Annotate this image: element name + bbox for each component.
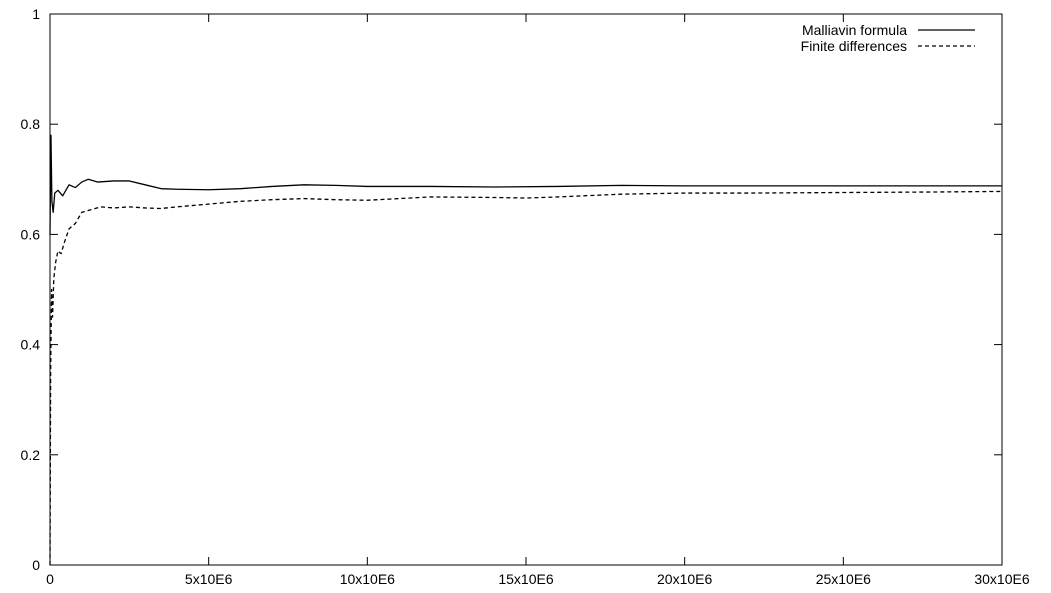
y-tick-label: 1 (32, 6, 40, 22)
series-layer (49, 134, 1003, 566)
plot-frame (49, 13, 1003, 566)
y-tick-label: 0.4 (21, 337, 41, 353)
x-tick-label: 10x10E6 (340, 571, 395, 587)
y-tick-label: 0 (32, 557, 40, 573)
x-axis-ticks: 0 5x10E6 10x10E6 15x10E6 20x10E6 25x10E6 30x10… (46, 14, 1030, 587)
x-tick-label: 15x10E6 (498, 571, 553, 587)
x-tick-label: 20x10E6 (657, 571, 712, 587)
y-tick-label: 0.2 (21, 447, 41, 463)
x-tick-label: 5x10E6 (185, 571, 233, 587)
x-tick-label: 0 (46, 571, 54, 587)
legend-label: Finite differences (801, 38, 907, 54)
series-line-1 (49, 134, 1002, 235)
x-tick-label: 30x10E6 (974, 571, 1029, 587)
y-axis-ticks: 0 0.2 0.4 0.6 0.8 1 (21, 6, 1002, 573)
y-tick-label: 0.6 (21, 226, 41, 242)
y-tick-label: 0.8 (21, 116, 41, 132)
x-tick-label: 25x10E6 (816, 571, 871, 587)
series-line-2 (49, 190, 1003, 566)
legend-label: Malliavin formula (802, 22, 907, 38)
